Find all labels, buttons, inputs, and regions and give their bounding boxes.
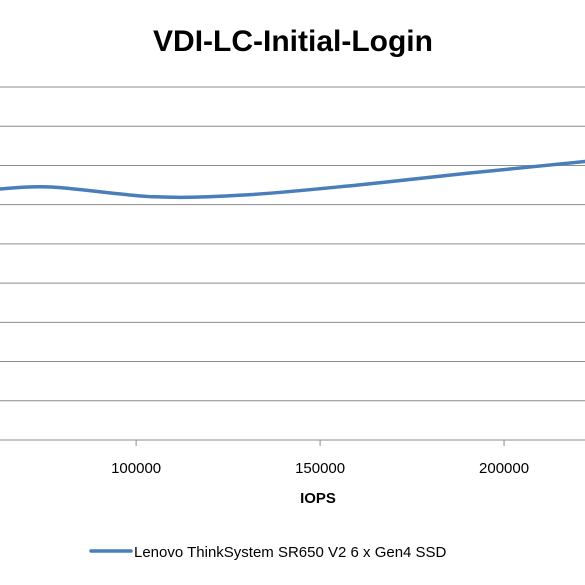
x-tick-label: 100000 <box>111 460 161 477</box>
x-axis-ticks: 100000 150000 200000 <box>111 440 529 477</box>
chart-title: VDI-LC-Initial-Login <box>153 25 433 58</box>
legend-label: Lenovo ThinkSystem SR650 V2 6 x Gen4 SSD <box>134 544 447 561</box>
x-tick-label: 200000 <box>479 460 529 477</box>
x-tick-label: 150000 <box>295 460 345 477</box>
gridlines <box>0 86 585 402</box>
x-axis-title: IOPS <box>300 490 336 507</box>
series-layer <box>0 159 585 200</box>
legend: Lenovo ThinkSystem SR650 V2 6 x Gen4 SSD <box>89 544 447 561</box>
series-line <box>0 159 585 200</box>
